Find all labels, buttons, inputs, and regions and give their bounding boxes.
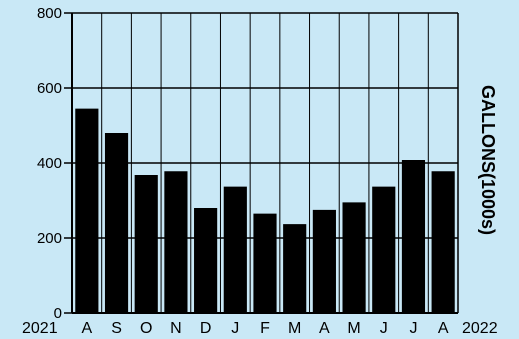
y-axis-label: GALLONS(1000s) bbox=[478, 85, 498, 235]
x-tick-label: N bbox=[170, 320, 182, 337]
bar bbox=[431, 171, 455, 313]
bar bbox=[283, 224, 307, 313]
x-tick-label: A bbox=[319, 320, 330, 337]
x-tick-label: M bbox=[288, 320, 301, 337]
x-tick-label: J bbox=[409, 320, 417, 337]
x-tick-label: O bbox=[140, 320, 152, 337]
y-tick-label: 0 bbox=[54, 305, 62, 322]
bar bbox=[253, 213, 277, 313]
x-tick-label: J bbox=[380, 320, 388, 337]
bar bbox=[223, 186, 247, 313]
x-tick-label: D bbox=[200, 320, 212, 337]
x-tick-label: M bbox=[347, 320, 360, 337]
x-tick-label: F bbox=[260, 320, 270, 337]
y-tick-label: 400 bbox=[37, 155, 62, 172]
bar bbox=[75, 108, 99, 313]
y-tick-label: 200 bbox=[37, 230, 62, 247]
bar bbox=[401, 160, 426, 313]
bar bbox=[194, 208, 218, 313]
x-end-year-label: 2022 bbox=[462, 320, 498, 337]
bar bbox=[134, 175, 158, 313]
x-tick-label: A bbox=[438, 320, 449, 337]
y-tick-label: 600 bbox=[37, 80, 62, 97]
bar bbox=[104, 133, 129, 313]
axes bbox=[71, 13, 459, 314]
x-tick-label: S bbox=[111, 320, 122, 337]
bar bbox=[312, 209, 336, 313]
bar bbox=[372, 186, 396, 313]
bar bbox=[342, 202, 366, 313]
x-tick-label: A bbox=[82, 320, 93, 337]
y-tick-label: 800 bbox=[37, 5, 62, 22]
x-tick-label: J bbox=[231, 320, 239, 337]
bar bbox=[164, 171, 188, 313]
x-start-year-label: 2021 bbox=[22, 320, 58, 337]
bars bbox=[75, 108, 455, 313]
